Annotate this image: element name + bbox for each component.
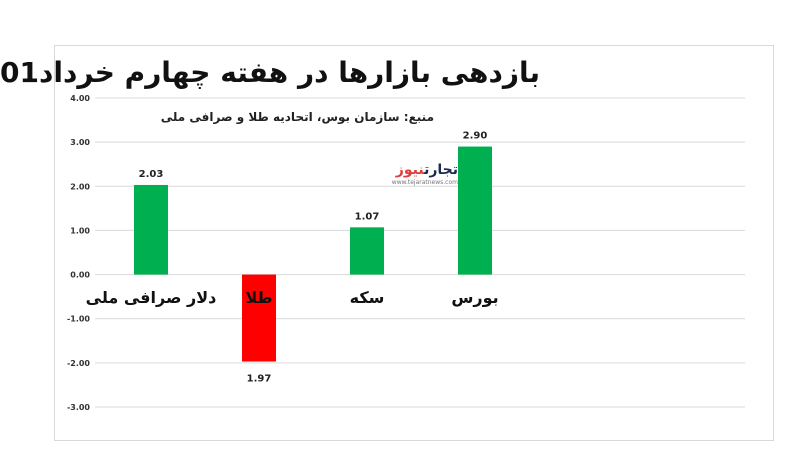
y-tick-label: 4.00	[70, 94, 90, 103]
watermark-logo: تجارتنیوز www.tejaratnews.com	[392, 162, 458, 188]
watermark-url: www.tejaratnews.com	[391, 179, 458, 186]
y-tick-label: 3.00	[70, 138, 90, 147]
y-tick-label: -3.00	[67, 403, 90, 412]
chart-title: بازدهی بازارها در هفته چهارم خرداد1401	[0, 56, 540, 89]
chart-frame	[54, 45, 774, 441]
category-label: دلار صرافی ملی	[86, 288, 217, 307]
y-tick-label: 0.00	[70, 271, 90, 280]
bar	[350, 227, 384, 275]
y-tick-label: -2.00	[67, 359, 90, 368]
bar	[458, 146, 492, 275]
bar	[134, 184, 168, 275]
data-label: 2.03	[139, 169, 164, 180]
watermark-brand-accent: نیوز	[395, 162, 425, 178]
y-tick-label: -1.00	[67, 315, 90, 324]
y-tick-label: 1.00	[70, 226, 90, 235]
category-label: سکه	[350, 288, 385, 307]
data-label: 2.90	[463, 131, 488, 142]
y-tick-label: 2.00	[70, 182, 90, 191]
watermark-brand-main: تجارت	[424, 162, 458, 178]
category-label: طلا	[245, 288, 272, 307]
data-label: 1.07	[355, 211, 380, 222]
category-label: بورس	[451, 288, 498, 307]
data-label: 1.97	[247, 374, 272, 385]
bar	[242, 274, 276, 362]
chart-source-note: منبع: سازمان بوس، اتحادیه طلا و صرافی مل…	[160, 110, 434, 124]
